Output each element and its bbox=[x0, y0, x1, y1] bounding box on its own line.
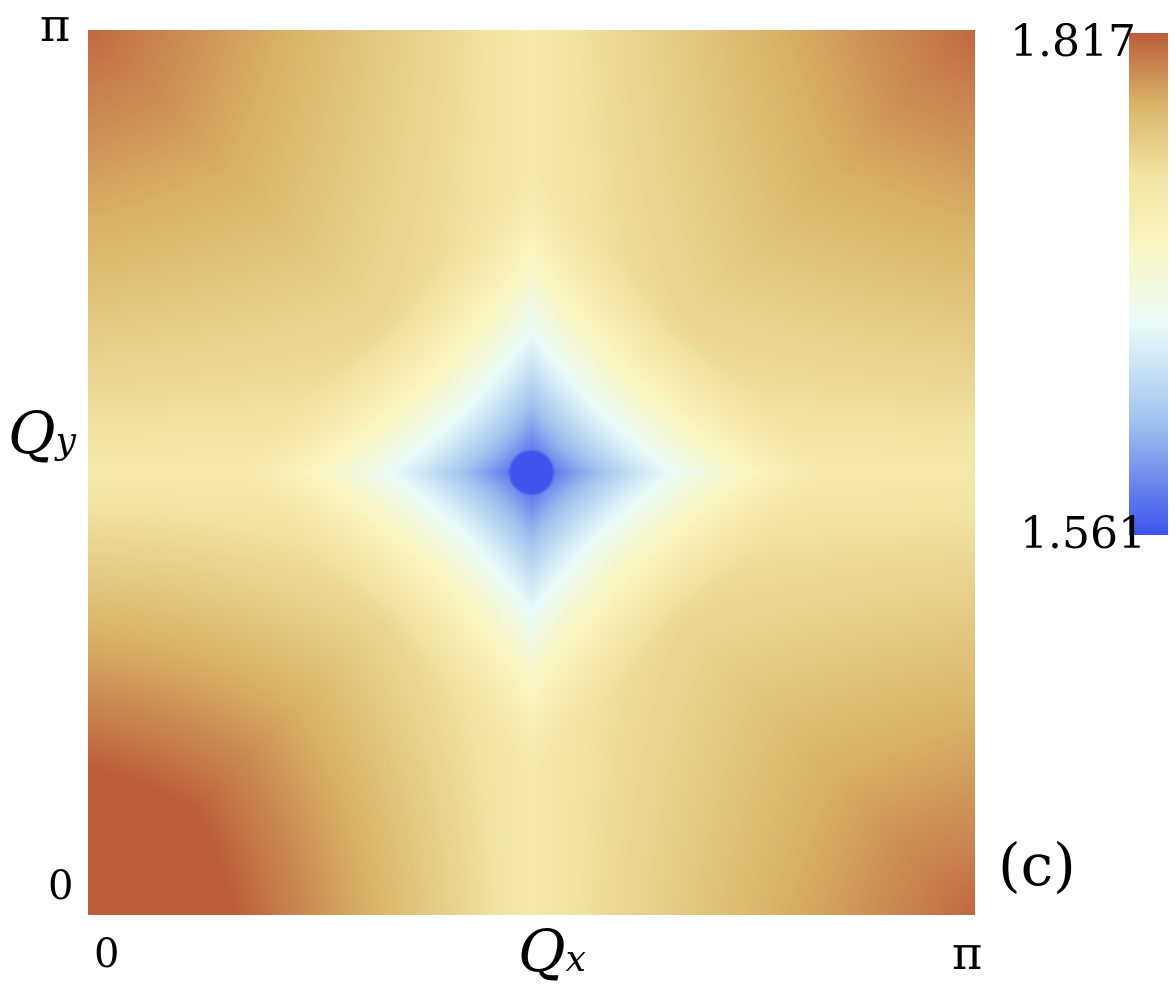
y-axis-label-subscript: y bbox=[55, 421, 76, 462]
x-axis-label: Qx bbox=[518, 922, 586, 980]
colorbar-min-label: 1.561 bbox=[1020, 508, 1146, 559]
colorbar-max-label: 1.817 bbox=[1010, 16, 1136, 67]
colorbar bbox=[1129, 33, 1168, 535]
x-tick-label-min: 0 bbox=[94, 931, 120, 977]
heatmap-plot bbox=[88, 30, 975, 915]
y-axis-label: Qy bbox=[8, 404, 76, 462]
y-axis-label-main: Q bbox=[8, 399, 56, 467]
x-tick-label-max: π bbox=[952, 926, 983, 980]
x-axis-label-subscript: x bbox=[565, 939, 586, 980]
panel-label: (c) bbox=[998, 831, 1076, 899]
x-axis-label-main: Q bbox=[518, 917, 566, 985]
y-tick-label-min: 0 bbox=[48, 863, 74, 909]
y-tick-label-max: π bbox=[40, 0, 71, 52]
